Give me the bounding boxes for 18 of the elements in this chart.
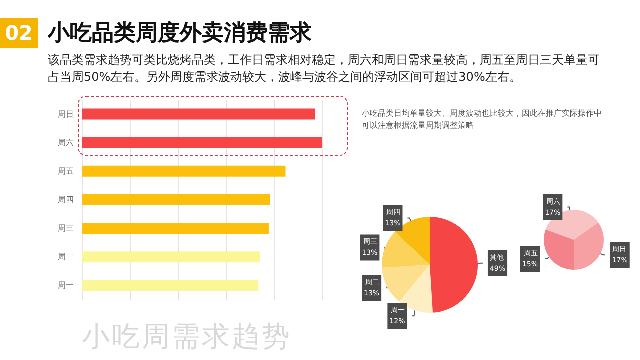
- chart-title: 小吃品类周度外卖消费需求: [48, 20, 312, 48]
- bar: [82, 280, 259, 292]
- y-tick-label: 周五: [58, 166, 74, 176]
- bar: [82, 194, 270, 206]
- y-tick-label: 周三: [58, 224, 74, 234]
- bar: [82, 137, 322, 148]
- bar: [82, 223, 269, 234]
- bar: [82, 252, 261, 263]
- bar: [82, 166, 286, 177]
- text: 小吃品类日均单量较大、周度波动也比较大，因此在推广实际操作中可以注意根据流量周期调整策略: [362, 108, 602, 132]
- bar: [82, 108, 316, 120]
- chart-subtitle: 该品类需求趋势可类比烧烤品类，工作日需求相对稳定，周六和周日需求量较高，周五至周日三天单量可占当周50%左右。另外周度需求波动较大，波峰与波谷之间的浮动区间可超过30%左右。: [48, 52, 601, 86]
- y-tick-label: 周日: [58, 110, 74, 119]
- y-tick-label: 周四: [58, 196, 74, 204]
- text: 02: [0, 18, 38, 48]
- y-tick-label: 周二: [58, 252, 74, 262]
- y-tick-label: 周一: [58, 281, 74, 290]
- y-tick-label: 周六: [58, 138, 74, 148]
